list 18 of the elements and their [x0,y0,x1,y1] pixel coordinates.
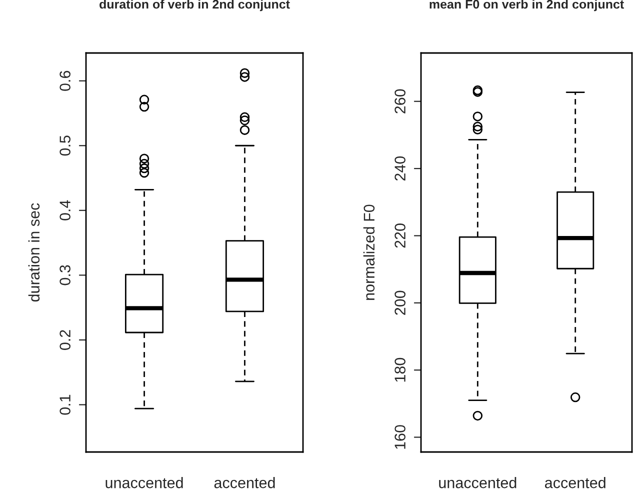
y-tick-label: 0.4 [60,200,70,220]
y-tick-label: 240 [394,156,406,181]
y-tick-label: 0.1 [60,394,70,415]
y-axis-title: duration in sec [28,203,40,302]
y-axis-title: normalized F0 [363,204,375,300]
x-tick-label: unaccented [106,477,183,488]
y-tick-label: 180 [394,358,406,382]
x-tick-label: accented [214,477,275,488]
x-tick-label: unaccented [439,477,516,488]
y-tick-label: 260 [394,89,406,114]
y-tick-label: 0.3 [60,265,70,286]
x-tick-label: accented [544,477,606,488]
y-tick-label: 0.5 [60,136,70,156]
y-tick-label: 220 [394,224,406,248]
y-tick-label: 160 [394,425,406,449]
y-tick-label: 0.2 [60,330,70,350]
y-tick-label: 200 [394,290,406,315]
y-tick-label: 0.6 [60,70,70,91]
